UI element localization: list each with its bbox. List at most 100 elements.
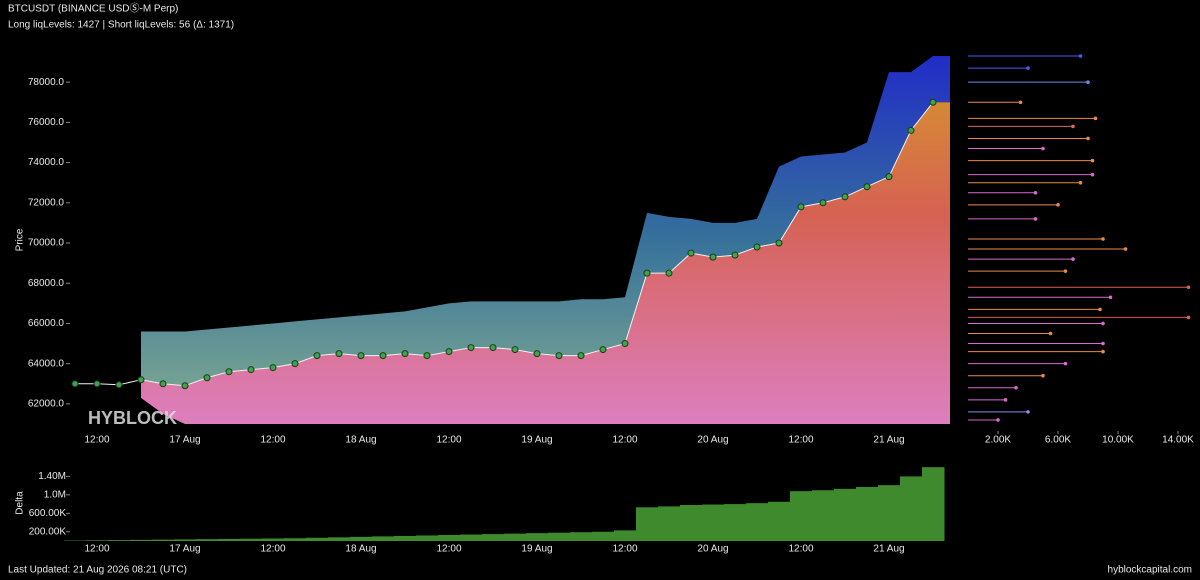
liq-level-dot (1101, 237, 1105, 241)
x-tick-label: 17 Aug (169, 435, 200, 446)
x-tick-label: 19 Aug (521, 544, 552, 555)
liq-zone (141, 56, 950, 386)
liq-level-dot (1108, 295, 1113, 300)
delta-bar (416, 535, 439, 541)
price-point (555, 352, 563, 360)
delta-bar (658, 506, 681, 541)
liq-level-dot (1186, 285, 1191, 290)
x-tick-label: 10.00K (1102, 435, 1134, 446)
liq-level-dot (1086, 136, 1090, 141)
liq-level-dot (1078, 180, 1083, 185)
delta-bar (900, 476, 923, 541)
liq-level-dot (1003, 398, 1008, 402)
y-tick-label: 70000.0 (28, 238, 65, 249)
price-point (225, 368, 233, 376)
price-point (731, 251, 739, 259)
liq-zone (141, 102, 950, 424)
y-tick-label: 64000.0 (28, 358, 65, 369)
delta-bar (306, 537, 329, 541)
price-point (379, 352, 387, 360)
delta-bar (394, 535, 417, 541)
liq-level-dot (1018, 100, 1023, 105)
delta-bar (152, 539, 175, 541)
liq-level-dot (1048, 331, 1053, 336)
liq-level-dot (1090, 158, 1095, 163)
price-point (445, 348, 453, 356)
delta-bar (790, 491, 813, 541)
price-point (621, 340, 629, 348)
x-tick-label: 18 Aug (345, 544, 376, 555)
delta-bar (196, 539, 219, 541)
y-tick-label: 74000.0 (28, 157, 65, 168)
liq-level-dot (1063, 361, 1068, 366)
delta-bar (812, 490, 835, 541)
price-point (137, 376, 145, 384)
chart-title: BTCUSDT (BINANCE USDⓈ-M Perp) (8, 3, 178, 15)
delta-bar (218, 538, 241, 541)
x-tick-label: 12:00 (84, 435, 109, 446)
price-point (401, 350, 409, 358)
footer-site: hyblockcapital.com (1108, 565, 1192, 576)
price-point (247, 366, 255, 374)
liq-level-dot (1026, 410, 1030, 414)
delta-bar (680, 505, 703, 541)
y-tick-label: 68000.0 (28, 278, 65, 289)
x-tick-label: 12:00 (612, 435, 637, 446)
x-tick-label: 18 Aug (345, 435, 376, 446)
delta-bar (240, 538, 263, 541)
price-point (511, 346, 519, 354)
x-tick-label: 12:00 (260, 435, 285, 446)
price-point (291, 360, 299, 368)
price-point (753, 243, 761, 251)
x-tick-label: 21 Aug (873, 435, 904, 446)
liq-level-dot (1123, 247, 1128, 251)
y-axis-label: Price (15, 228, 26, 251)
price-point (489, 344, 497, 352)
price-point (313, 352, 321, 360)
delta-bar (922, 467, 945, 541)
price-point (181, 382, 189, 390)
x-tick-label: 21 Aug (873, 544, 904, 555)
liq-level-dot (1033, 217, 1038, 221)
y-tick-label: 62000.0 (28, 399, 65, 410)
price-point (203, 374, 211, 382)
price-point (885, 173, 893, 181)
price-point (907, 126, 915, 134)
delta-bar (724, 504, 747, 541)
delta-bar (636, 507, 659, 541)
delta-bar (526, 533, 549, 541)
delta-bar (614, 530, 637, 541)
delta-bar (746, 503, 769, 541)
y-tick-label: 78000.0 (28, 77, 65, 88)
delta-bar (482, 534, 505, 541)
liq-level-dot (1041, 146, 1045, 151)
price-point (797, 203, 805, 211)
delta-bar (460, 534, 483, 541)
y-tick-label: 200.00K (29, 526, 67, 537)
price-point (819, 199, 827, 207)
delta-bar (768, 501, 791, 541)
price-point (467, 344, 475, 352)
liq-level-dot (1026, 66, 1030, 70)
delta-bar (262, 538, 285, 541)
x-tick-label: 14.00K (1162, 435, 1194, 446)
liq-level-dot (1086, 80, 1090, 84)
delta-bar (284, 538, 307, 541)
price-point (775, 239, 783, 247)
x-tick-label: 19 Aug (521, 435, 552, 446)
liq-level-dot (1071, 257, 1075, 261)
footer-updated: Last Updated: 21 Aug 2026 08:21 (UTC) (8, 565, 187, 576)
liq-level-dot (1033, 190, 1038, 195)
liq-level-dot (1078, 54, 1083, 58)
liq-level-dot (1090, 172, 1095, 177)
delta-bar (174, 539, 197, 541)
liq-level-dot (1063, 269, 1068, 273)
price-point (643, 269, 651, 277)
chart-subtitle: Long liqLevels: 1427 | Short liqLevels: … (8, 20, 234, 31)
y-tick-label: 72000.0 (28, 197, 65, 208)
x-tick-label: 17 Aug (169, 544, 200, 555)
price-point (929, 98, 937, 106)
price-point (709, 253, 717, 261)
